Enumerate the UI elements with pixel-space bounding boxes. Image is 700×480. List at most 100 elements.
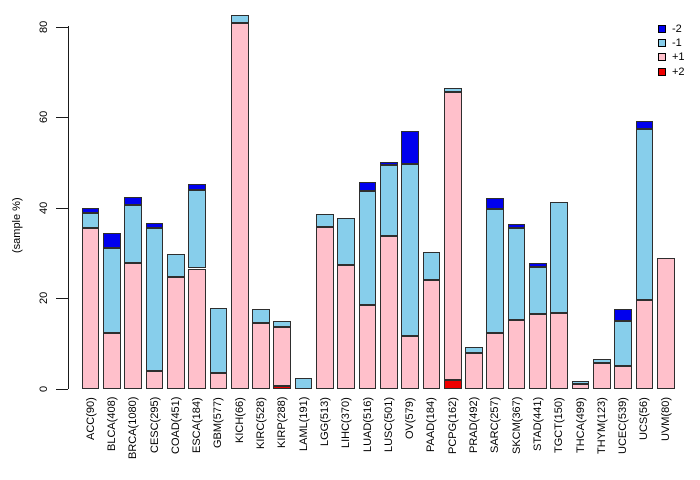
bar-segment-+1-PRAD(492): [465, 352, 483, 389]
legend-swatch-+2: [658, 67, 666, 76]
bar-segment--2-UCEC(539): [614, 309, 632, 322]
bar-segment-+1-UVM(80): [656, 257, 675, 389]
bar-segment--1-LUSC(501): [379, 165, 398, 236]
bar-segment--2-STAD(441): [529, 262, 547, 268]
bar-segment-+1-GBM(577): [209, 373, 228, 389]
bar-segment--1-STAD(441): [529, 267, 547, 315]
x-category-label-KIRP(288): KIRP(288): [276, 397, 289, 449]
bar-segment--1-KICH(66): [230, 15, 249, 23]
bar-segment--1-UCEC(539): [614, 321, 632, 366]
legend-label-+1: +1: [672, 51, 685, 64]
bar-segment--1-LGG(513): [316, 213, 334, 227]
bar-segment--2-OV(579): [401, 130, 419, 165]
y-tick-80: [55, 26, 68, 28]
bar-segment--1-UCS(56): [635, 129, 654, 301]
x-category-label-KIRC(528): KIRC(528): [255, 397, 267, 449]
bar-segment-+1-LIHC(370): [337, 264, 356, 389]
y-axis-line: [67, 25, 69, 389]
bar-segment-+1-KICH(66): [230, 22, 249, 389]
x-category-label-GBM(577): GBM(577): [212, 397, 225, 448]
bar-segment--1-KIRC(528): [252, 309, 270, 323]
legend-swatch-+1: [658, 53, 666, 62]
bar-segment--2-BRCA(1080): [124, 196, 143, 205]
bar-segment-+1-PAAD(184): [422, 279, 441, 389]
bar-segment-+1-PCPG(162): [443, 91, 462, 380]
bar-segment--1-CESC(295): [145, 227, 164, 371]
bar-segment--2-SARC(257): [486, 198, 505, 209]
y-tick-60: [55, 117, 68, 119]
bar-segment-+1-UCEC(539): [614, 365, 632, 389]
x-category-label-TGCT(150): TGCT(150): [553, 397, 566, 453]
x-category-label-PCPG(162): PCPG(162): [446, 397, 459, 454]
bar-segment-+1-KIRP(288): [273, 326, 292, 386]
bar-segment--1-THCA(499): [571, 381, 590, 384]
legend-item-+1: +1: [658, 51, 700, 63]
x-category-label-BLCA(408): BLCA(408): [105, 397, 118, 452]
y-tick-label-0: 0: [38, 385, 50, 393]
bar-segment-+1-CESC(295): [145, 370, 164, 389]
legend-label-+2: +2: [672, 65, 685, 78]
x-category-label-OV(579): OV(579): [404, 397, 417, 439]
x-category-label-LGG(513): LGG(513): [318, 397, 331, 446]
bar-segment--2-LUSC(501): [379, 161, 398, 166]
bar-segment--2-CESC(295): [145, 223, 164, 228]
bar-segment-+1-TGCT(150): [550, 313, 569, 389]
x-category-label-ESCA(184): ESCA(184): [191, 397, 204, 453]
bar-segment-+1-LUSC(501): [379, 235, 398, 389]
bar-segment-+1-ESCA(184): [188, 268, 206, 389]
bar-segment--1-COAD(451): [166, 253, 185, 278]
x-category-label-THYM(123): THYM(123): [595, 397, 608, 454]
bar-segment--1-OV(579): [401, 164, 419, 336]
bar-segment-+2-PCPG(162): [443, 379, 462, 389]
bar-segment-+2-KIRP(288): [273, 385, 292, 389]
legend-label--2: -2: [672, 23, 682, 35]
bar-segment--1-ACC(90): [81, 212, 100, 228]
y-tick-40: [55, 207, 68, 209]
y-tick-label-60: 60: [38, 111, 50, 124]
bar-segment--1-LAML(191): [294, 377, 313, 389]
bar-segment-+1-SKCM(367): [507, 320, 526, 389]
bar-segment--1-LIHC(370): [337, 218, 356, 265]
bar-segment--1-SKCM(367): [507, 227, 526, 321]
bar-segment--1-ESCA(184): [188, 189, 206, 269]
bar-segment--2-SKCM(367): [507, 223, 526, 228]
x-category-label-LUAD(516): LUAD(516): [361, 397, 374, 453]
bar-segment--1-SARC(257): [486, 208, 505, 333]
x-category-label-STAD(441): STAD(441): [531, 397, 544, 452]
y-tick-0: [55, 389, 68, 390]
x-category-label-THCA(499): THCA(499): [574, 397, 587, 453]
legend-item--1: -1: [658, 37, 700, 49]
x-category-label-PAAD(184): PAAD(184): [425, 397, 438, 452]
bar-segment--1-PRAD(492): [465, 346, 483, 353]
bar-segment--2-BLCA(408): [103, 232, 121, 248]
bar-segment-+1-LGG(513): [316, 226, 334, 389]
bar-segment--1-THYM(123): [592, 358, 611, 364]
legend-swatch--2: [658, 25, 666, 33]
y-axis-title: (sample %): [11, 197, 23, 253]
bar-segment--1-LUAD(516): [358, 191, 377, 306]
x-category-label-COAD(451): COAD(451): [169, 397, 182, 455]
x-category-label-SKCM(367): SKCM(367): [510, 397, 523, 455]
bar-segment--2-ACC(90): [81, 207, 100, 213]
x-category-label-KICH(66): KICH(66): [233, 397, 246, 443]
bar-segment-+1-SARC(257): [486, 332, 505, 389]
bar-segment-+1-COAD(451): [166, 277, 185, 389]
y-tick-label-40: 40: [38, 201, 50, 214]
y-tick-label-20: 20: [38, 292, 50, 305]
bar-segment-+1-ACC(90): [81, 227, 100, 389]
bar-segment--1-KIRP(288): [273, 321, 292, 327]
x-category-label-UCS(56): UCS(56): [638, 397, 651, 440]
x-category-label-UVM(80): UVM(80): [659, 397, 672, 442]
bar-segment--1-PAAD(184): [422, 252, 441, 280]
bar-segment-+1-UCS(56): [635, 300, 654, 389]
x-category-label-ACC(90): ACC(90): [84, 397, 97, 440]
y-tick-20: [55, 298, 68, 300]
bar-segment-+1-KIRC(528): [252, 322, 270, 389]
bar-segment-+1-THCA(499): [571, 384, 590, 389]
x-category-label-PRAD(492): PRAD(492): [468, 397, 480, 454]
bar-segment-+1-OV(579): [401, 335, 419, 389]
bar-segment--1-BLCA(408): [103, 247, 121, 333]
bar-segment--2-LUAD(516): [358, 181, 377, 192]
legend-item-+2: +2: [658, 66, 700, 78]
